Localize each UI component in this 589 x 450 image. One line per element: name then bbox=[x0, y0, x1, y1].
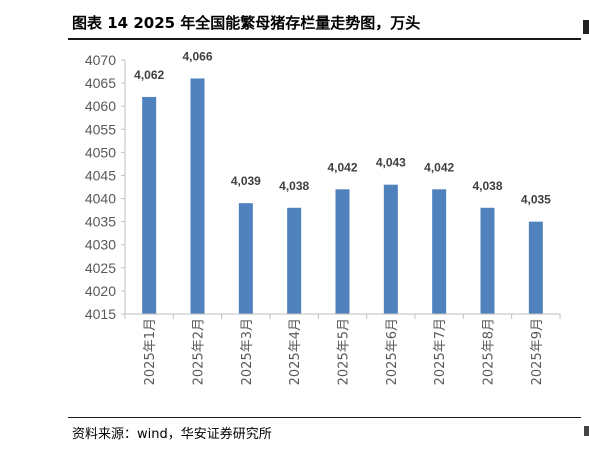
bar bbox=[142, 96, 157, 314]
bars bbox=[142, 78, 543, 315]
y-tick-label: 4020 bbox=[85, 283, 116, 299]
y-tick-label: 4065 bbox=[85, 75, 116, 91]
x-tick-label: 2025年3月 bbox=[240, 318, 255, 385]
cropped-edge-mark bbox=[583, 20, 589, 34]
x-tick-label: 2025年4月 bbox=[288, 318, 303, 385]
x-tick-label: 2025年7月 bbox=[433, 318, 448, 385]
data-label: 4,039 bbox=[231, 174, 261, 188]
bar bbox=[528, 221, 543, 314]
data-label: 4,038 bbox=[472, 179, 502, 193]
y-tick-label: 4050 bbox=[85, 144, 116, 160]
y-axis: 4015 4020 4025 4030 4035 4040 4045 4050 4055 4060… bbox=[85, 52, 126, 322]
y-tick-label: 4045 bbox=[85, 167, 116, 183]
x-axis: 2025年1月 2025年2月 2025年3月 2025年4月 2025年5月 2025年… bbox=[124, 313, 561, 385]
bar bbox=[190, 78, 205, 315]
data-label: 4,043 bbox=[376, 156, 406, 170]
x-tick-label: 2025年9月 bbox=[530, 318, 545, 385]
data-label: 4,062 bbox=[134, 68, 164, 82]
data-label: 4,042 bbox=[327, 160, 357, 174]
source-divider bbox=[68, 417, 581, 418]
y-tick-label: 4070 bbox=[85, 52, 116, 68]
y-tick-label: 4030 bbox=[85, 237, 116, 253]
x-tick-label: 2025年5月 bbox=[337, 318, 352, 385]
x-tick-label: 2025年8月 bbox=[482, 318, 497, 385]
data-label: 4,066 bbox=[182, 49, 212, 63]
y-tick-label: 4040 bbox=[85, 191, 116, 207]
bar bbox=[432, 189, 447, 314]
data-labels: 4,062 4,066 4,039 4,038 4,042 4,043 4,042 4,038… bbox=[134, 49, 551, 206]
y-tick-label: 4060 bbox=[85, 98, 116, 114]
data-label: 4,035 bbox=[521, 193, 551, 207]
bar bbox=[238, 203, 253, 314]
x-tick-label: 2025年1月 bbox=[143, 318, 158, 385]
bar bbox=[335, 189, 350, 314]
bar bbox=[480, 207, 495, 314]
y-tick-label: 4055 bbox=[85, 121, 116, 137]
data-label: 4,038 bbox=[279, 179, 309, 193]
x-tick-label: 2025年6月 bbox=[385, 318, 400, 385]
data-label: 4,042 bbox=[424, 160, 454, 174]
y-tick-label: 4015 bbox=[85, 306, 116, 322]
x-tick-label: 2025年2月 bbox=[192, 318, 207, 385]
source-note: 资料来源：wind，华安证券研究所 bbox=[72, 427, 272, 442]
y-tick-label: 4035 bbox=[85, 214, 116, 230]
bar bbox=[287, 207, 302, 314]
title-divider bbox=[68, 38, 581, 40]
bar bbox=[383, 184, 398, 314]
cropped-edge-mark-bottom bbox=[584, 426, 589, 436]
y-tick-label: 4025 bbox=[85, 260, 116, 276]
chart-title: 图表 14 2025 年全国能繁母猪存栏量走势图，万头 bbox=[72, 14, 421, 32]
